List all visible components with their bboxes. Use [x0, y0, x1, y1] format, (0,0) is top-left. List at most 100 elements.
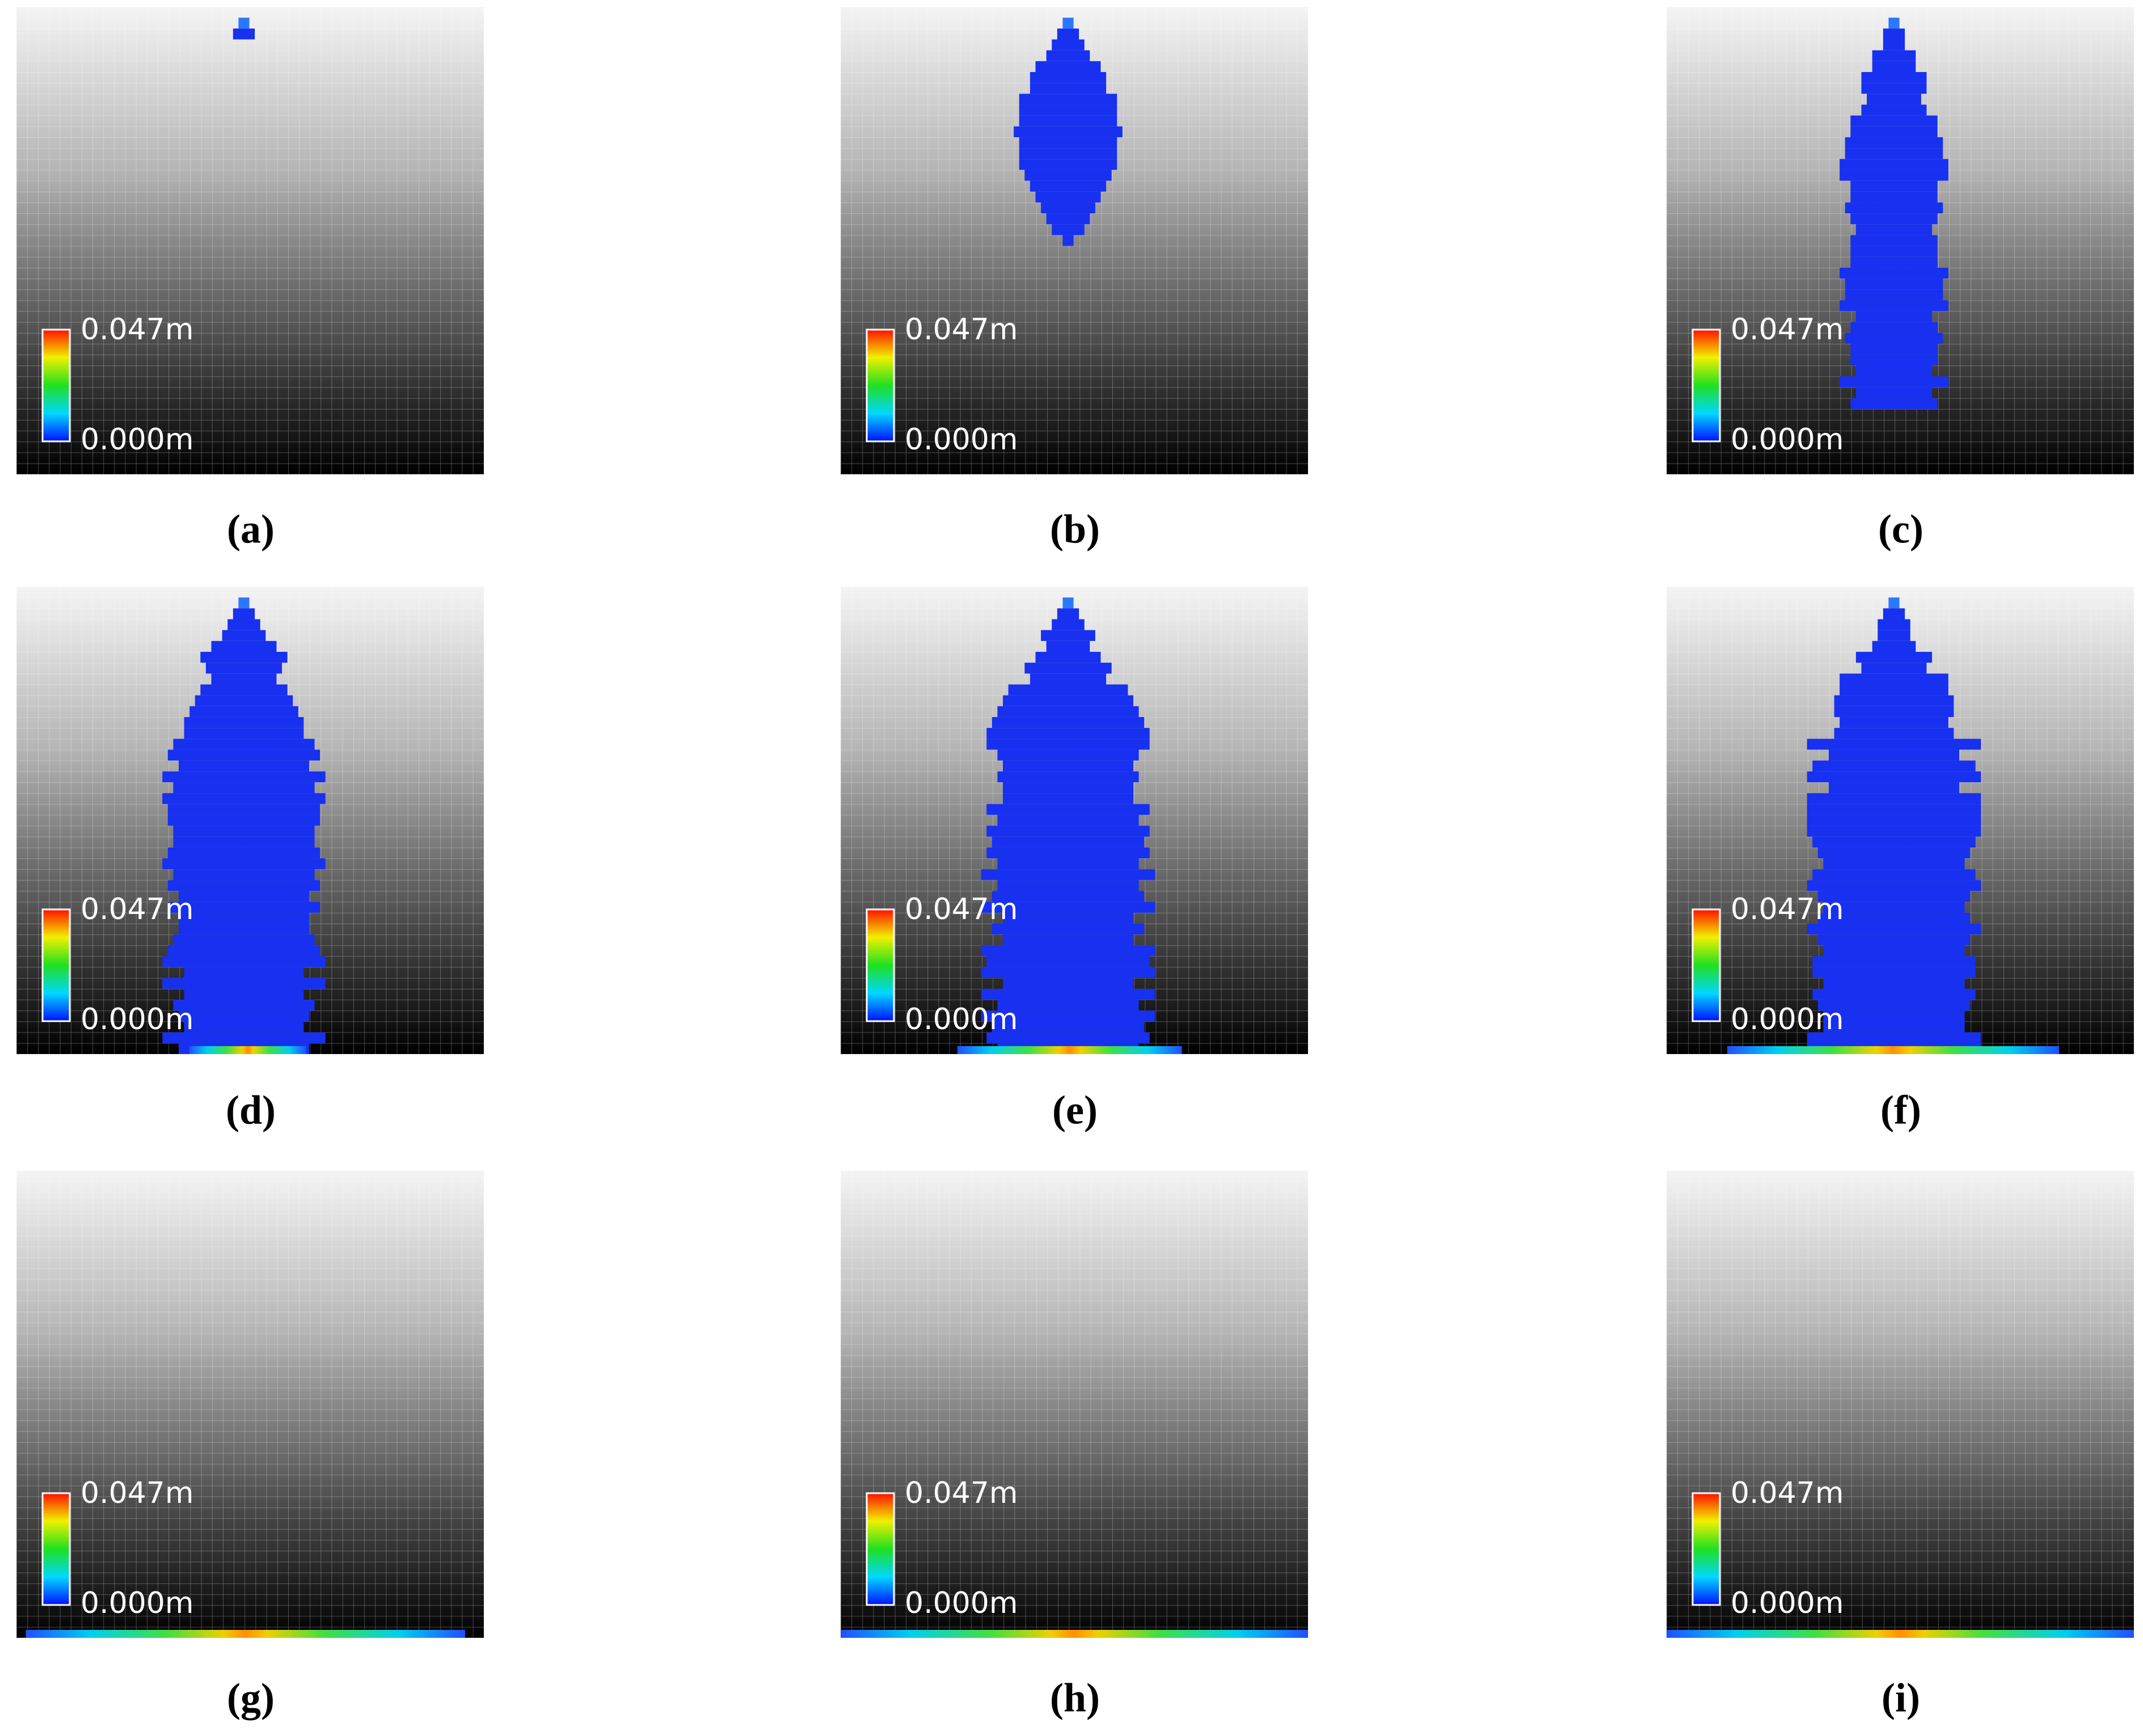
panel-label: (e) — [1052, 1088, 1098, 1133]
droplet-cells — [1807, 825, 1981, 837]
panel: 0.047m 0.000m — [16, 587, 484, 1054]
droplet-cells — [1861, 83, 1927, 94]
droplet-cells — [238, 18, 250, 29]
droplet-cells — [1003, 793, 1133, 804]
droplet-cells — [981, 967, 1155, 978]
droplet-cells — [238, 597, 250, 609]
droplet-cells — [222, 630, 266, 641]
droplet-cells — [1829, 782, 1959, 794]
panel-label: (b) — [1050, 507, 1100, 552]
droplet-cells — [162, 858, 326, 870]
droplet-cells — [992, 891, 1145, 902]
droplet-cells — [1850, 344, 1938, 355]
panel-label: (d) — [226, 1088, 276, 1133]
droplet-cells — [1840, 300, 1948, 311]
droplet-cells — [1003, 977, 1133, 989]
droplet-cells — [1823, 945, 1965, 957]
colorbar-max-label: 0.047m — [905, 892, 1018, 926]
colorbar-max-label: 0.047m — [81, 1476, 194, 1510]
colorbar-min-label: 0.000m — [1731, 1586, 1844, 1620]
colorbar — [1691, 908, 1721, 1022]
droplet-cells — [162, 771, 326, 782]
panel: 0.047m 0.000m — [1667, 1170, 2134, 1638]
droplet-cells — [1840, 673, 1948, 685]
droplet-cells — [997, 880, 1139, 891]
droplet-cells — [179, 924, 309, 935]
droplet-cells — [167, 880, 320, 891]
droplet-cells — [173, 1000, 315, 1011]
colorbar — [1691, 1492, 1721, 1606]
droplet-cells — [1834, 728, 1954, 739]
droplet-cells — [1052, 224, 1085, 235]
droplet-cells — [1019, 137, 1117, 149]
droplet-cells — [1003, 695, 1133, 706]
panel-label: (i) — [1882, 1675, 1920, 1721]
droplet-cells — [1850, 180, 1938, 192]
droplet-cells — [162, 977, 326, 989]
droplet-cells — [1812, 869, 1976, 880]
droplet-cells — [997, 858, 1139, 870]
colorbar-max-label: 0.047m — [905, 313, 1018, 347]
droplet-cells — [997, 815, 1139, 826]
droplet-cells — [184, 967, 304, 978]
droplet-cells — [1845, 202, 1943, 214]
droplet-cells — [1057, 28, 1079, 40]
droplet-cells — [1840, 170, 1948, 181]
droplet-cells — [1855, 311, 1933, 322]
colorbar — [866, 328, 895, 443]
droplet-cells — [1829, 749, 1959, 761]
panel-label: (g) — [227, 1675, 275, 1721]
colorbar-max-label: 0.047m — [1731, 313, 1844, 347]
droplet-cells — [1850, 213, 1938, 225]
colorbar — [866, 1492, 895, 1606]
droplet-cells — [1817, 847, 1971, 859]
droplet-cells — [173, 825, 315, 837]
droplet-cells — [1807, 924, 1981, 935]
droplet-cells — [1030, 83, 1107, 94]
droplet-cells — [981, 1010, 1155, 1022]
colorbar-max-label: 0.047m — [905, 1476, 1018, 1510]
droplet-cells — [1041, 202, 1095, 214]
droplet-cells — [1807, 771, 1981, 782]
droplet-cells — [233, 28, 255, 40]
droplet-cells — [1867, 94, 1921, 105]
panel: 0.047m 0.000m — [16, 7, 484, 474]
droplet-cells — [1840, 376, 1948, 387]
droplet-cells — [167, 945, 320, 957]
panel: 0.047m 0.000m — [16, 1170, 484, 1638]
panel-grid — [16, 7, 484, 474]
droplet-cells — [1823, 1010, 1965, 1022]
droplet-cells — [184, 728, 304, 739]
water-pool — [957, 1046, 1182, 1054]
droplet-cells — [1030, 673, 1107, 685]
droplet-cells — [1003, 934, 1133, 946]
droplet-cells — [986, 739, 1150, 750]
droplet-cells — [992, 924, 1145, 935]
droplet-cells — [986, 847, 1150, 859]
colorbar — [41, 908, 71, 1022]
droplet-cells — [1817, 912, 1971, 924]
droplet-cells — [1062, 235, 1074, 246]
droplet-cells — [184, 717, 304, 728]
droplet-cells — [162, 793, 326, 804]
droplet-cells — [1872, 61, 1916, 72]
droplet-cells — [173, 782, 315, 794]
droplet-cells — [1872, 641, 1916, 652]
droplet-cells — [1845, 137, 1943, 149]
droplet-cells — [184, 1021, 304, 1033]
colorbar-min-label: 0.000m — [905, 1002, 1018, 1036]
droplet-cells — [1823, 977, 1965, 989]
droplet-cells — [997, 1000, 1139, 1011]
droplet-cells — [1807, 739, 1981, 750]
droplet-cells — [992, 717, 1145, 728]
droplet-cells — [200, 684, 288, 696]
droplet-cells — [162, 1032, 326, 1043]
water-pool — [1667, 1630, 2134, 1638]
droplet-cells — [1861, 71, 1927, 83]
droplet-cells — [167, 749, 320, 761]
droplet-cells — [1046, 213, 1090, 225]
droplet-cells — [1834, 695, 1954, 706]
droplet-cells — [200, 651, 288, 663]
water-pool — [26, 1630, 466, 1638]
droplet-cells — [1807, 793, 1981, 804]
